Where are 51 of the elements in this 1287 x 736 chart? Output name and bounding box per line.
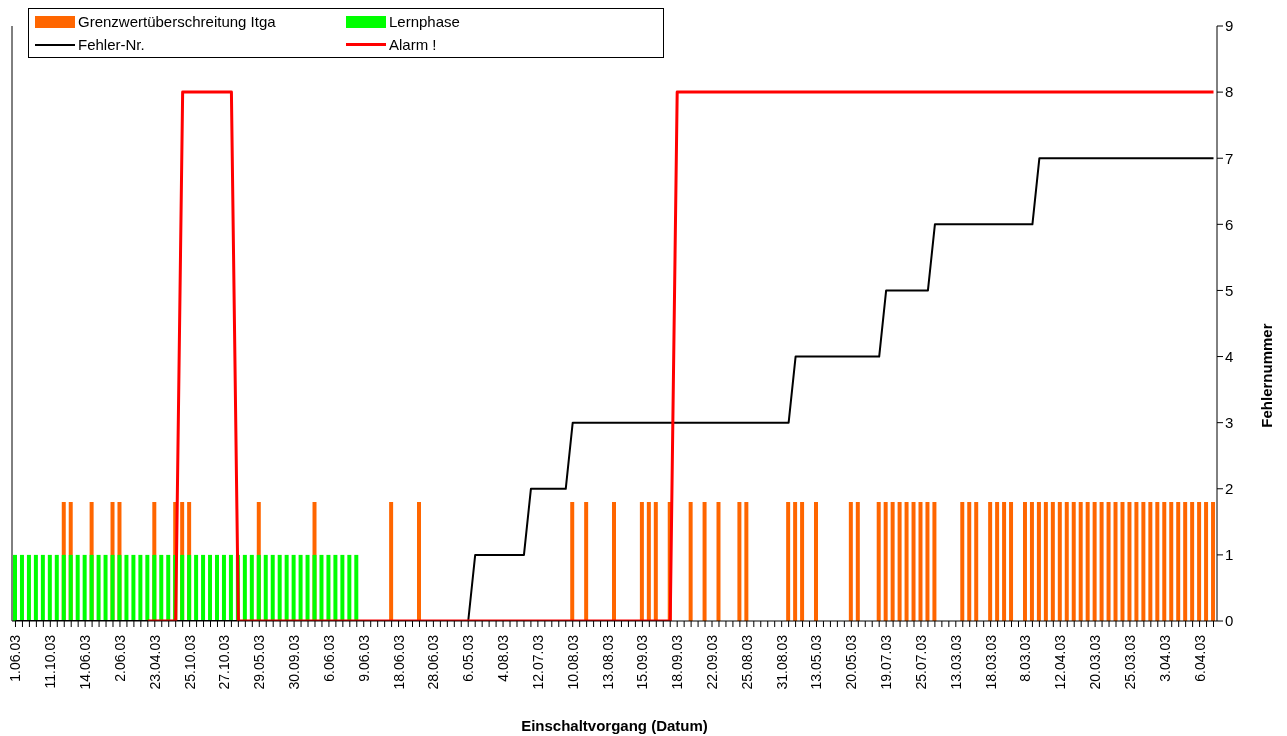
x-tick-label: 20.03.03	[1087, 634, 1104, 690]
x-tick-label: 18.03.03	[982, 634, 999, 690]
x-tick-label: 29.05.03	[251, 634, 268, 690]
x-tick-label: 13.05.03	[808, 634, 825, 690]
x-tick-label: 18.06.03	[390, 634, 407, 690]
y-tick-label: 7	[1225, 149, 1234, 167]
x-tick-label: 6.05.03	[460, 634, 477, 682]
y-tick-label: 0	[1225, 612, 1234, 630]
x-tick-label: 15.09.03	[634, 634, 651, 690]
legend-label: Fehler-Nr.	[78, 36, 145, 53]
x-tick-label: 25.08.03	[738, 634, 755, 690]
x-tick-label: 3.04.03	[1156, 634, 1173, 682]
x-tick-label: 28.06.03	[425, 634, 442, 690]
y-tick-label: 8	[1225, 83, 1234, 101]
x-tick-label: 22.09.03	[704, 634, 721, 690]
y-tick-label: 9	[1225, 17, 1234, 35]
x-tick-label: 6.06.03	[320, 634, 337, 682]
x-tick-label: 10.08.03	[564, 634, 581, 690]
x-tick-label: 12.04.03	[1052, 634, 1069, 690]
y-tick-label: 2	[1225, 480, 1234, 498]
x-tick-label: 13.08.03	[599, 634, 616, 690]
x-tick-label: 13.03.03	[947, 634, 964, 690]
x-tick-label: 31.08.03	[773, 634, 790, 690]
x-tick-label: 25.07.03	[912, 634, 929, 690]
x-tick-label: 27.10.03	[216, 634, 233, 690]
x-tick-label: 20.05.03	[843, 634, 860, 690]
x-axis-title: Einschaltvorgang (Datum)	[521, 717, 708, 734]
x-tick-label: 6.04.03	[1191, 634, 1208, 682]
y-tick-label: 4	[1225, 347, 1234, 365]
x-tick-label: 18.09.03	[669, 634, 686, 690]
x-tick-label: 14.06.03	[77, 634, 94, 690]
x-tick-label: 23.04.03	[146, 634, 163, 690]
legend-label: Lernphase	[389, 13, 460, 30]
x-tick-label: 19.07.03	[878, 634, 895, 690]
y-tick-label: 3	[1225, 413, 1234, 431]
x-tick-label: 2.06.03	[111, 634, 128, 682]
x-tick-label: 25.10.03	[181, 634, 198, 690]
x-tick-label: 8.03.03	[1017, 634, 1034, 682]
x-tick-label: 25.03.03	[1121, 634, 1138, 690]
y-tick-label: 5	[1225, 281, 1234, 299]
x-tick-label: 4.08.03	[495, 634, 512, 682]
x-tick-label: 11.10.03	[42, 634, 59, 689]
x-tick-label: 9.06.03	[355, 634, 372, 682]
x-tick-label: 1.06.03	[7, 634, 24, 682]
legend-label: Grenzwertüberschreitung Itga	[78, 13, 276, 30]
y-axis-title: Fehlernummer	[1258, 323, 1276, 428]
y-tick-label: 6	[1225, 215, 1234, 233]
y-tick-label: 1	[1225, 546, 1234, 564]
x-tick-label: 12.07.03	[529, 634, 546, 690]
x-tick-label: 30.09.03	[286, 634, 303, 690]
legend-label: Alarm !	[389, 36, 437, 53]
